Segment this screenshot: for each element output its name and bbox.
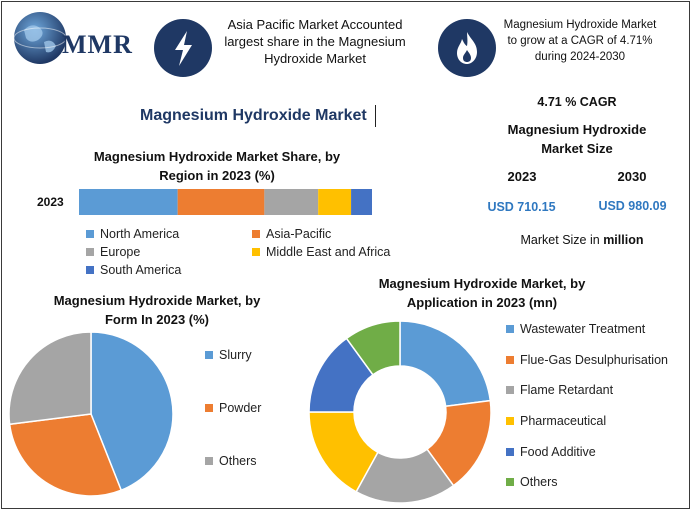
legend-swatch <box>205 457 213 465</box>
market-size-title-line: Magnesium Hydroxide <box>507 122 647 137</box>
legend-label: Slurry <box>219 348 252 362</box>
header-note-left-line: Hydroxide Market <box>264 51 366 66</box>
header-note-right-line: to grow at a CAGR of 4.71% <box>507 35 653 47</box>
legend-swatch <box>86 266 94 274</box>
page-title: Magnesium Hydroxide Market <box>140 107 367 124</box>
region-chart-title-line: Magnesium Hydroxide Market Share, by <box>93 149 341 164</box>
legend-food-additive: Food Additive <box>506 445 596 459</box>
form-pie-chart <box>8 331 174 497</box>
legend-label: Flame Retardant <box>520 383 614 397</box>
flame-icon <box>438 19 496 77</box>
legend-label: Pharmaceutical <box>520 414 607 428</box>
legend-swatch <box>506 417 514 425</box>
legend-flame-retardant: Flame Retardant <box>506 383 613 397</box>
legend-swatch <box>205 404 213 412</box>
legend-south-america: South America <box>86 263 181 277</box>
legend-label: Europe <box>100 245 141 259</box>
bar-segment-north-america <box>79 189 178 215</box>
legend-label: Powder <box>219 401 262 415</box>
slice-slurry <box>90 331 174 492</box>
legend-wastewater-treatment: Wastewater Treatment <box>506 322 645 336</box>
value-2030: USD 980.09 <box>598 199 667 213</box>
legend-others: Others <box>506 475 558 489</box>
legend-north-america: North America <box>86 227 179 241</box>
bar-segment-europe <box>264 189 319 215</box>
legend-pharmaceutical: Pharmaceutical <box>506 414 606 428</box>
text-cursor <box>375 105 376 127</box>
slice-powder <box>8 413 123 497</box>
legend-label: Others <box>520 475 558 489</box>
application-donut-chart <box>308 320 492 504</box>
legend-swatch <box>506 478 514 486</box>
form-chart-title-line: Form In 2023 (%) <box>104 312 210 327</box>
market-size-unit: Market Size in million <box>482 233 682 247</box>
legend-label: North America <box>100 227 180 241</box>
market-size-unit-bold: million <box>603 233 644 247</box>
bar-segment-asia-pacific <box>177 189 265 215</box>
header-note-left: Asia Pacific Market Accounted largest sh… <box>215 16 415 67</box>
legend-swatch <box>86 230 94 238</box>
year-2030-label: 2030 <box>617 169 647 184</box>
market-size-title: Magnesium Hydroxide Market Size <box>487 120 667 158</box>
market-size-title-line: Market Size <box>541 141 613 156</box>
region-bar-category-label: 2023 <box>37 195 64 209</box>
legend-label: Others <box>219 454 257 468</box>
logo-text: MMR <box>62 30 133 59</box>
region-chart-title-line: Region in 2023 (%) <box>159 168 275 183</box>
legend-swatch <box>252 248 260 256</box>
application-chart-title: Magnesium Hydroxide Market, by Applicati… <box>342 274 622 312</box>
legend-label: Food Additive <box>520 445 596 459</box>
header-note-left-line: largest share in the Magnesium <box>224 34 406 49</box>
header-note-right: Magnesium Hydroxide Market to grow at a … <box>500 17 660 65</box>
legend-swatch <box>506 448 514 456</box>
application-chart-title-line: Magnesium Hydroxide Market, by <box>378 276 586 291</box>
legend-slurry: Slurry <box>205 348 252 362</box>
legend-swatch <box>205 351 213 359</box>
legend-label: South America <box>100 263 182 277</box>
legend-swatch <box>86 248 94 256</box>
application-chart-title-line: Application in 2023 (mn) <box>406 295 558 310</box>
legend-powder: Powder <box>205 401 261 415</box>
form-chart-title: Magnesium Hydroxide Market, by Form In 2… <box>22 291 292 329</box>
market-size-unit-prefix: Market Size in <box>520 233 604 247</box>
legend-label: Flue-Gas Desulphurisation <box>520 353 668 367</box>
legend-others: Others <box>205 454 257 468</box>
header-note-right-line: during 2024-2030 <box>534 51 626 63</box>
globe-icon <box>13 12 67 64</box>
legend-label: Wastewater Treatment <box>520 322 646 336</box>
legend-swatch <box>252 230 260 238</box>
header-note-left-line: Asia Pacific Market Accounted <box>227 17 403 32</box>
lightning-bolt-icon <box>154 19 212 77</box>
header-note-right-line: Magnesium Hydroxide Market <box>503 19 657 31</box>
bar-segment-south-america <box>351 189 372 215</box>
legend-swatch <box>506 386 514 394</box>
legend-asia-pacific: Asia-Pacific <box>252 227 331 241</box>
region-chart-title: Magnesium Hydroxide Market Share, by Reg… <box>62 147 372 185</box>
form-chart-title-line: Magnesium Hydroxide Market, by <box>53 293 261 308</box>
legend-label: Middle East and Africa <box>266 245 391 259</box>
legend-label: Asia-Pacific <box>266 227 332 241</box>
year-2023-label: 2023 <box>507 169 537 184</box>
legend-swatch <box>506 325 514 333</box>
legend-swatch <box>506 356 514 364</box>
cagr-value: 4.71 % CAGR <box>537 95 617 109</box>
legend-europe: Europe <box>86 245 140 259</box>
value-2023: USD 710.15 <box>487 200 556 214</box>
region-stacked-bar-chart <box>79 189 372 215</box>
legend-flue-gas-desulphurisation: Flue-Gas Desulphurisation <box>506 353 668 367</box>
slice-wastewater-treatment <box>399 320 492 408</box>
legend-middle-east-africa: Middle East and Africa <box>252 245 390 259</box>
slice-others <box>345 320 401 376</box>
slice-others <box>8 331 92 426</box>
bar-segment-middle-east-and-africa <box>318 189 352 215</box>
logo: MMR <box>10 8 140 68</box>
